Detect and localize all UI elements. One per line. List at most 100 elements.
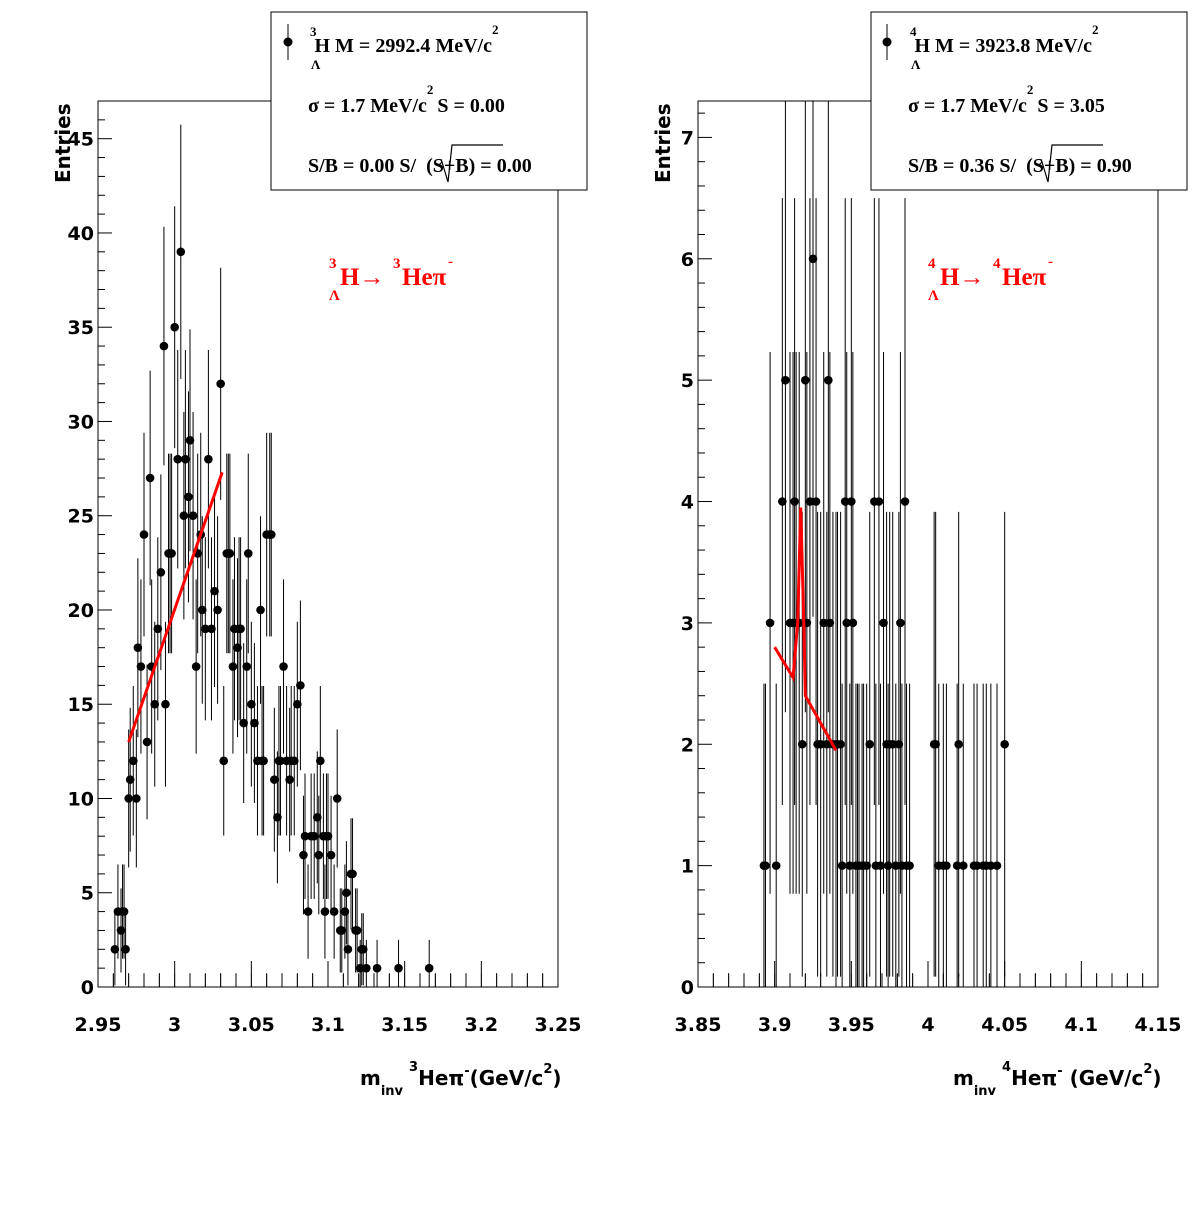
svg-text:-: - <box>448 254 453 270</box>
data-point <box>233 643 242 652</box>
fit-line <box>127 471 224 743</box>
x-tick-label: 3.1 <box>311 1014 345 1036</box>
data-point <box>340 907 350 916</box>
x-tick-label: 3.15 <box>381 1014 428 1036</box>
svg-text:Λ: Λ <box>329 288 340 304</box>
legend-frame <box>270 11 588 191</box>
data-point <box>197 605 207 615</box>
data-point <box>191 662 201 671</box>
fit-curve <box>127 471 224 743</box>
svg-text:Heπ: Heπ <box>402 264 447 291</box>
data-point <box>159 341 169 351</box>
y-tick-label: 20 <box>68 600 94 622</box>
x-tick-label: 3.9 <box>758 1014 792 1036</box>
x-tick-label: 3.85 <box>675 1014 722 1036</box>
data-point <box>865 739 875 749</box>
data-point <box>239 718 248 728</box>
data-point <box>273 813 282 822</box>
x-tick-label: 3.95 <box>828 1014 875 1036</box>
data-point <box>119 907 129 916</box>
data-point <box>836 739 845 749</box>
x-tick-label: 3.25 <box>535 1014 582 1036</box>
data-point <box>862 861 871 870</box>
data-point <box>181 454 190 464</box>
legend-lambda-sub: Λ <box>311 57 321 72</box>
data-point <box>355 963 365 973</box>
data-point <box>139 530 149 539</box>
legend-marker-dot <box>283 37 293 47</box>
data-point <box>942 861 951 870</box>
data-point <box>848 618 858 628</box>
data-point <box>808 254 818 264</box>
reaction-label: 3 Λ H→ 3 Heπ - <box>329 254 453 304</box>
data-point <box>358 944 368 954</box>
data-points <box>110 247 434 973</box>
x-tick-label: 4 <box>921 1014 934 1036</box>
data-point <box>312 813 322 822</box>
y-tick-label: 30 <box>68 411 94 433</box>
data-point <box>145 473 155 483</box>
x-axis-title: minv3Heπ-(GeV/c2) <box>360 1060 562 1099</box>
y-tick-label: 10 <box>68 788 94 810</box>
y-tick-label: 7 <box>681 127 694 149</box>
data-point <box>136 662 146 671</box>
data-point <box>1000 739 1009 749</box>
data-point <box>266 530 276 539</box>
plot-frame <box>697 100 1159 988</box>
y-tick-label: 35 <box>68 317 94 339</box>
data-point <box>952 861 962 870</box>
x-ticks: 3.85 3.9 3.95 4 4.05 4.1 4.15 <box>675 961 1181 1036</box>
data-point <box>247 699 256 709</box>
data-point <box>837 861 847 870</box>
data-point <box>207 624 216 634</box>
data-point <box>790 497 799 506</box>
data-point <box>179 511 189 521</box>
data-point <box>326 850 336 860</box>
svg-text:4: 4 <box>928 256 936 272</box>
y-tick-label: 2 <box>681 734 694 756</box>
legend-line-3: S/B = 0.36 S/(S+B) = 0.90 <box>908 155 1132 177</box>
data-point <box>894 739 904 749</box>
data-point <box>124 794 133 803</box>
data-point <box>781 375 790 385</box>
data-point <box>204 454 213 464</box>
data-point <box>986 861 996 870</box>
data-point <box>153 624 163 634</box>
data-point <box>128 756 138 766</box>
data-point <box>819 618 829 628</box>
data-point <box>176 247 186 257</box>
data-point <box>185 436 195 445</box>
y-tick-label: 0 <box>81 977 94 999</box>
data-point <box>243 549 253 558</box>
y-tick-label: 4 <box>681 492 694 514</box>
data-point <box>343 944 353 954</box>
x-tick-label: 3.2 <box>464 1014 498 1036</box>
fit-line <box>773 507 838 752</box>
data-point <box>931 739 940 749</box>
x-ticks: 2.95 3 3.05 3.1 3.15 3.2 3.25 <box>75 961 582 1036</box>
data-point <box>156 567 166 577</box>
legend-marker-dot <box>882 37 892 47</box>
y-ticks: 0 5 10 15 20 25 30 35 40 45 <box>68 100 112 999</box>
data-point <box>876 861 885 870</box>
data-point <box>954 739 963 749</box>
data-point <box>285 775 294 784</box>
data-point <box>316 756 325 766</box>
data-point <box>840 497 850 506</box>
data-point <box>329 907 339 916</box>
data-point <box>314 850 324 860</box>
data-point <box>279 662 288 671</box>
data-point <box>309 831 319 841</box>
data-point <box>342 888 351 898</box>
data-point <box>142 737 152 747</box>
data-point <box>173 454 183 464</box>
data-point <box>184 492 193 502</box>
y-tick-label: 45 <box>68 129 94 151</box>
x-tick-label: 4.1 <box>1064 1014 1098 1036</box>
legend-line-3: S/B = 0.00 S/(S+B) = 0.00 <box>308 155 532 177</box>
data-point <box>337 926 347 935</box>
error-bars <box>712 101 1159 987</box>
sqrt-sign <box>437 144 503 183</box>
data-point <box>896 618 905 628</box>
y-axis-title: Entries <box>51 103 75 183</box>
